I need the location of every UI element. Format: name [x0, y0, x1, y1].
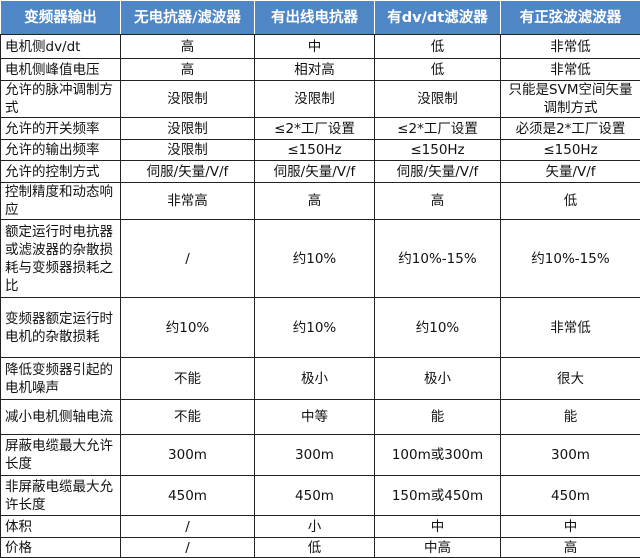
row-label: 屏蔽电缆最大允许长度 — [1, 435, 121, 476]
table-cell: 150m或450m — [375, 476, 501, 516]
table-cell: ≤150Hz — [501, 140, 640, 161]
table-cell: 没限制 — [121, 118, 255, 140]
row-label: 允许的控制方式 — [1, 161, 121, 183]
table-row: 降低变频器引起的电机噪声不能极小极小很大 — [1, 358, 640, 400]
table-cell: ≤150Hz — [375, 140, 501, 161]
table-cell: 极小 — [375, 358, 501, 400]
table-cell: 很大 — [501, 358, 640, 400]
table-cell: 非常高 — [121, 183, 255, 220]
table-cell: 约10% — [255, 220, 375, 298]
table-row: 允许的输出频率没限制≤150Hz≤150Hz≤150Hz — [1, 140, 640, 161]
table-cell: 没限制 — [255, 81, 375, 118]
table-cell: ≤150Hz — [255, 140, 375, 161]
table-cell: 矢量/V/f — [501, 161, 640, 183]
header-cell: 无电抗器/滤波器 — [121, 1, 255, 35]
header-cell: 变频器输出 — [1, 1, 121, 35]
table-cell: 没限制 — [375, 81, 501, 118]
table-cell: 300m — [255, 435, 375, 476]
table-cell: 伺服/矢量/V/f — [255, 161, 375, 183]
table-cell: 300m — [121, 435, 255, 476]
table-row: 控制精度和动态响应非常高高高低 — [1, 183, 640, 220]
table-cell: 非常低 — [501, 35, 640, 59]
table-cell: 低 — [501, 183, 640, 220]
header-row: 变频器输出 无电抗器/滤波器 有出线电抗器 有dv/dt滤波器 有正弦波滤波器 — [1, 1, 640, 35]
table-cell: 高 — [121, 35, 255, 59]
table-cell: 极小 — [255, 358, 375, 400]
row-label: 电机侧dv/dt — [1, 35, 121, 59]
row-label: 减小电机侧轴电流 — [1, 400, 121, 435]
table-cell: 中等 — [255, 400, 375, 435]
table-cell: ≤2*工厂设置 — [375, 118, 501, 140]
table-cell: / — [121, 516, 255, 538]
table-row: 允许的脉冲调制方式没限制没限制没限制只能是SVM空间矢量调制方式 — [1, 81, 640, 118]
table-cell: / — [121, 538, 255, 558]
table-cell: 中 — [255, 35, 375, 59]
table-cell: 高 — [255, 183, 375, 220]
table-cell: 低 — [375, 59, 501, 81]
table-cell: 中高 — [375, 538, 501, 558]
table-cell: 450m — [255, 476, 375, 516]
table-cell: 450m — [121, 476, 255, 516]
row-label: 体积 — [1, 516, 121, 538]
table-row: 变频器额定运行时电机的杂散损耗约10%约10%约10%非常低 — [1, 298, 640, 358]
row-label: 额定运行时电抗器或滤波器的杂散损耗与变频器损耗之比 — [1, 220, 121, 298]
table-cell: 低 — [255, 538, 375, 558]
row-label: 变频器额定运行时电机的杂散损耗 — [1, 298, 121, 358]
table-cell: 非常低 — [501, 298, 640, 358]
row-label: 允许的输出频率 — [1, 140, 121, 161]
row-label: 价格 — [1, 538, 121, 558]
row-label: 电机侧峰值电压 — [1, 59, 121, 81]
table-cell: 450m — [501, 476, 640, 516]
table-cell: 约10%-15% — [375, 220, 501, 298]
table-row: 允许的开关频率没限制≤2*工厂设置≤2*工厂设置必须是2*工厂设置 — [1, 118, 640, 140]
row-label: 非屏蔽电缆最大允许长度 — [1, 476, 121, 516]
table-row: 额定运行时电抗器或滤波器的杂散损耗与变频器损耗之比/约10%约10%-15%约1… — [1, 220, 640, 298]
table-cell: 小 — [255, 516, 375, 538]
table-cell: 只能是SVM空间矢量调制方式 — [501, 81, 640, 118]
header-cell: 有正弦波滤波器 — [501, 1, 640, 35]
table-cell: 约10% — [121, 298, 255, 358]
table-cell: 没限制 — [121, 81, 255, 118]
table-cell: / — [121, 220, 255, 298]
row-label: 允许的开关频率 — [1, 118, 121, 140]
table-cell: ≤2*工厂设置 — [255, 118, 375, 140]
table-cell: 非常低 — [501, 59, 640, 81]
table-cell: 不能 — [121, 358, 255, 400]
row-label: 降低变频器引起的电机噪声 — [1, 358, 121, 400]
table-cell: 100m或300m — [375, 435, 501, 476]
table-cell: 低 — [375, 35, 501, 59]
table-row: 价格/低中高高 — [1, 538, 640, 558]
table-row: 减小电机侧轴电流不能中等能能 — [1, 400, 640, 435]
table-cell: 高 — [121, 59, 255, 81]
table-cell: 相对高 — [255, 59, 375, 81]
header-cell: 有出线电抗器 — [255, 1, 375, 35]
table-cell: 没限制 — [121, 140, 255, 161]
table-cell: 能 — [375, 400, 501, 435]
table-cell: 中 — [501, 516, 640, 538]
table-cell: 约10% — [375, 298, 501, 358]
table-cell: 不能 — [121, 400, 255, 435]
table-cell: 约10%-15% — [501, 220, 640, 298]
table-row: 电机侧峰值电压高相对高低非常低 — [1, 59, 640, 81]
header-cell: 有dv/dt滤波器 — [375, 1, 501, 35]
row-label: 控制精度和动态响应 — [1, 183, 121, 220]
table-cell: 300m — [501, 435, 640, 476]
table-cell: 伺服/矢量/V/f — [121, 161, 255, 183]
table-cell: 高 — [501, 538, 640, 558]
table-cell: 能 — [501, 400, 640, 435]
table-cell: 必须是2*工厂设置 — [501, 118, 640, 140]
table-row: 体积/小中中 — [1, 516, 640, 538]
table-cell: 高 — [375, 183, 501, 220]
table-cell: 中 — [375, 516, 501, 538]
table-cell: 约10% — [255, 298, 375, 358]
row-label: 允许的脉冲调制方式 — [1, 81, 121, 118]
table-cell: 伺服/矢量/V/f — [375, 161, 501, 183]
